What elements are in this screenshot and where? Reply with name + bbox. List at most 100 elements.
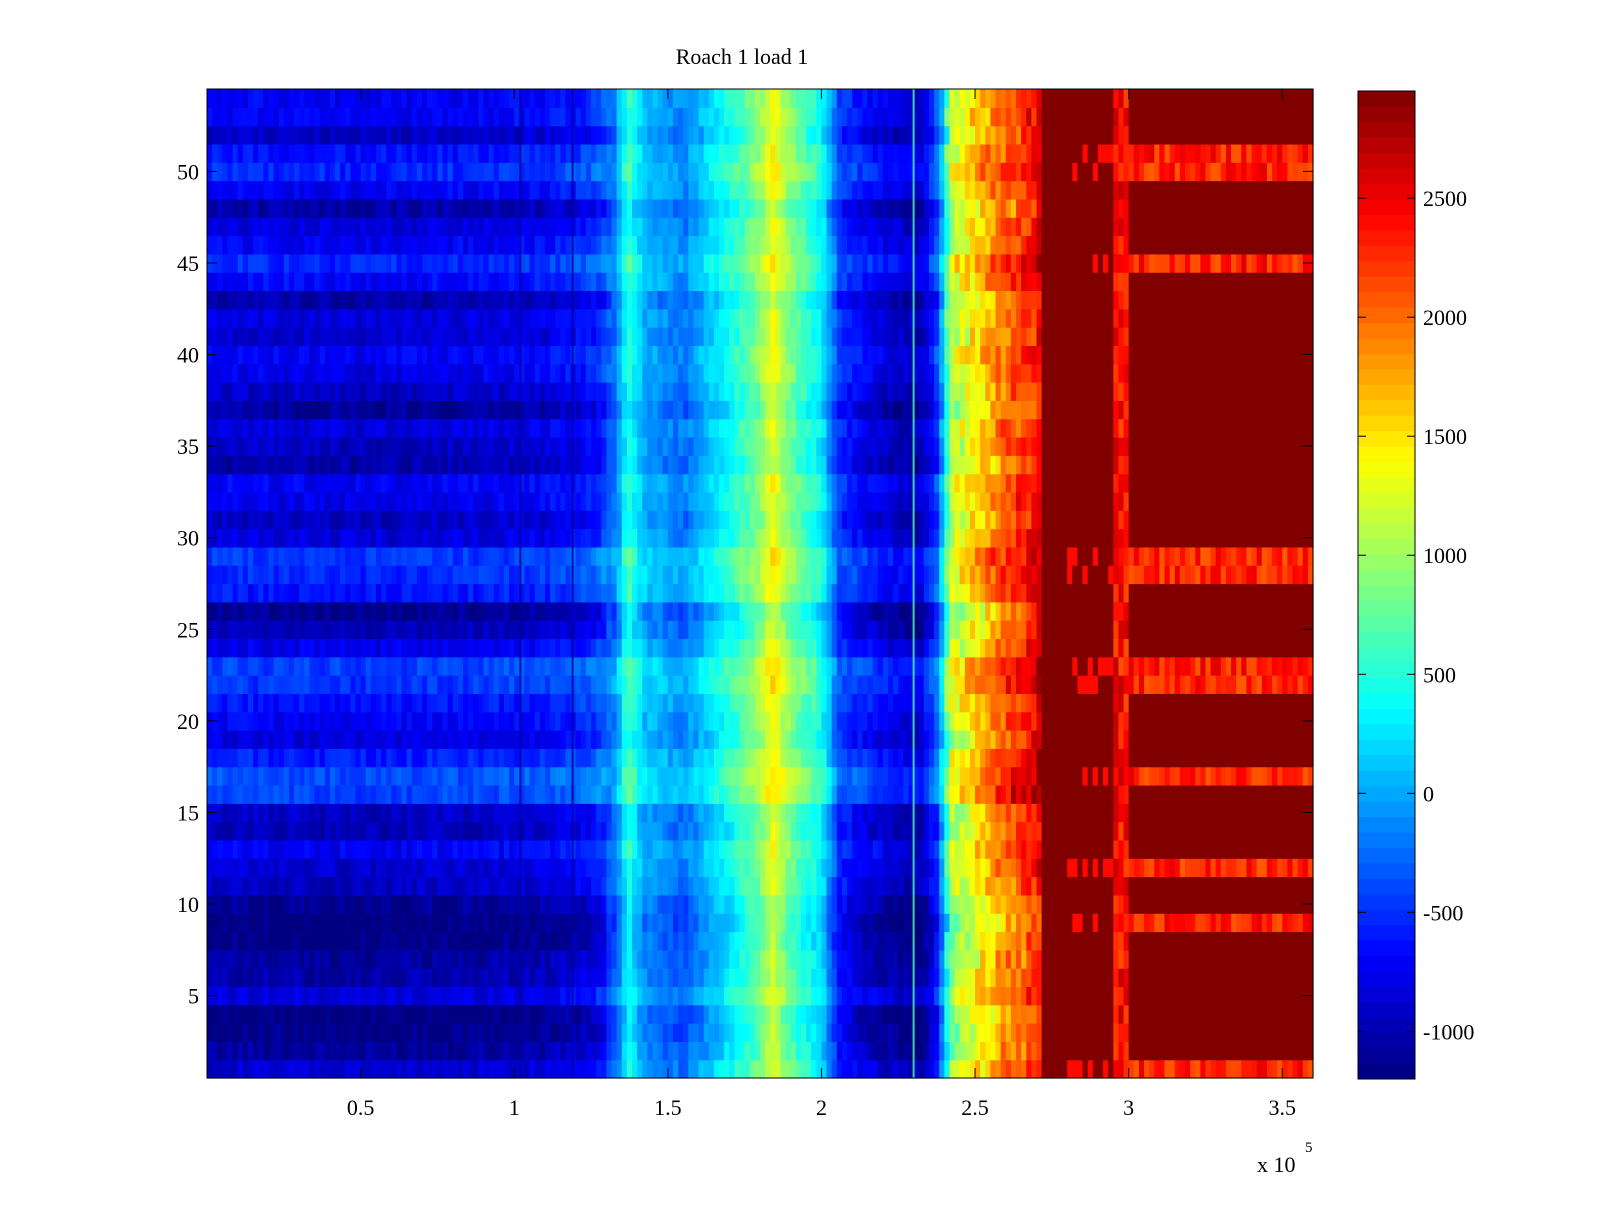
heatmap-cell xyxy=(406,839,413,859)
heatmap-cell xyxy=(831,968,838,988)
heatmap-cell xyxy=(836,1059,843,1079)
heatmap-cell xyxy=(1036,1059,1043,1079)
heatmap-cell xyxy=(1184,913,1191,933)
heatmap-cell xyxy=(1195,675,1201,694)
heatmap-cell xyxy=(959,821,966,841)
heatmap-cell xyxy=(1077,839,1084,859)
heatmap-cell xyxy=(1210,858,1217,878)
heatmap-cell xyxy=(637,1059,643,1079)
heatmap-cell xyxy=(258,858,264,878)
heatmap-cell xyxy=(1036,766,1043,786)
heatmap-cell xyxy=(360,1004,367,1024)
heatmap-cell xyxy=(596,693,602,713)
heatmap-cell xyxy=(263,931,270,951)
heatmap-cell xyxy=(693,766,700,786)
heatmap-cell xyxy=(1072,858,1079,878)
heatmap-cell xyxy=(816,1004,823,1024)
heatmap-cell xyxy=(693,1004,700,1024)
heatmap-cell xyxy=(826,949,833,969)
heatmap-cell xyxy=(913,949,920,969)
heatmap-cell xyxy=(780,730,787,749)
heatmap-cell xyxy=(237,968,244,988)
heatmap-cell xyxy=(816,1059,823,1079)
heatmap-cell xyxy=(985,730,992,749)
heatmap-cell xyxy=(601,784,607,804)
heatmap-cell xyxy=(611,986,618,1006)
heatmap-cell xyxy=(350,803,357,823)
heatmap-cell xyxy=(626,675,633,694)
heatmap-cell xyxy=(519,766,526,786)
heatmap-cell xyxy=(529,675,536,694)
heatmap-cell xyxy=(1159,968,1166,988)
heatmap-cell xyxy=(852,894,858,914)
heatmap-cell xyxy=(1097,711,1104,731)
heatmap-cell xyxy=(591,656,597,676)
heatmap-cell xyxy=(207,858,213,878)
heatmap-cell xyxy=(903,1004,910,1024)
heatmap-cell xyxy=(406,656,413,676)
heatmap-cell xyxy=(375,711,382,731)
heatmap-cell xyxy=(667,748,674,768)
heatmap-cell xyxy=(1266,748,1273,768)
heatmap-cell xyxy=(626,949,633,969)
heatmap-cell xyxy=(1292,803,1299,823)
heatmap-cell xyxy=(893,986,899,1006)
heatmap-cell xyxy=(427,968,433,988)
heatmap-cell xyxy=(1210,913,1217,933)
heatmap-cell xyxy=(1266,839,1273,859)
heatmap-cell xyxy=(350,858,357,878)
heatmap-cell xyxy=(980,839,986,859)
heatmap-cell xyxy=(826,675,833,694)
heatmap-cell xyxy=(1067,748,1073,768)
heatmap-cell xyxy=(242,656,249,676)
heatmap-cell xyxy=(258,839,264,859)
heatmap-cell xyxy=(913,968,920,988)
heatmap-cell xyxy=(534,711,541,731)
heatmap-cell xyxy=(857,858,864,878)
heatmap-cell xyxy=(365,784,372,804)
heatmap-cell xyxy=(1164,803,1171,823)
heatmap-cell xyxy=(1016,968,1022,988)
heatmap-cell xyxy=(790,711,797,731)
heatmap-cell xyxy=(534,858,541,878)
heatmap-cell xyxy=(964,656,971,676)
heatmap-cell xyxy=(862,748,869,768)
heatmap-cell xyxy=(1097,968,1104,988)
heatmap-cell xyxy=(1215,986,1222,1006)
heatmap-cell xyxy=(888,656,894,676)
heatmap-cell xyxy=(329,803,336,823)
heatmap-cell xyxy=(1154,784,1160,804)
heatmap-cell xyxy=(662,675,669,694)
heatmap-cell xyxy=(724,858,730,878)
heatmap-cell xyxy=(375,931,382,951)
heatmap-cell xyxy=(1072,748,1079,768)
heatmap-cell xyxy=(1210,656,1217,676)
heatmap-cell xyxy=(575,748,582,768)
heatmap-cell xyxy=(611,766,618,786)
heatmap-cell xyxy=(1128,766,1135,786)
heatmap-cell xyxy=(821,784,828,804)
heatmap-cell xyxy=(498,784,505,804)
heatmap-cell xyxy=(283,913,290,933)
heatmap-cell xyxy=(539,1023,546,1042)
heatmap-cell xyxy=(1026,986,1032,1006)
heatmap-cell xyxy=(345,858,351,878)
heatmap-cell xyxy=(1005,693,1012,713)
heatmap-cell xyxy=(882,968,889,988)
heatmap-cell xyxy=(631,1004,638,1024)
heatmap-cell xyxy=(775,1004,782,1024)
heatmap-cell xyxy=(1072,839,1079,859)
heatmap-cell xyxy=(939,711,945,731)
heatmap-cell xyxy=(1067,784,1073,804)
heatmap-cell xyxy=(263,784,270,804)
heatmap-cell xyxy=(1123,1023,1130,1042)
heatmap-cell xyxy=(1241,711,1248,731)
heatmap-cell xyxy=(319,858,326,878)
heatmap-cell xyxy=(1225,858,1232,878)
heatmap-cell xyxy=(360,784,367,804)
heatmap-cell xyxy=(360,693,367,713)
heatmap-cell xyxy=(207,876,213,896)
heatmap-cell xyxy=(1046,839,1053,859)
heatmap-cell xyxy=(560,1059,567,1079)
heatmap-cell xyxy=(964,1041,971,1061)
